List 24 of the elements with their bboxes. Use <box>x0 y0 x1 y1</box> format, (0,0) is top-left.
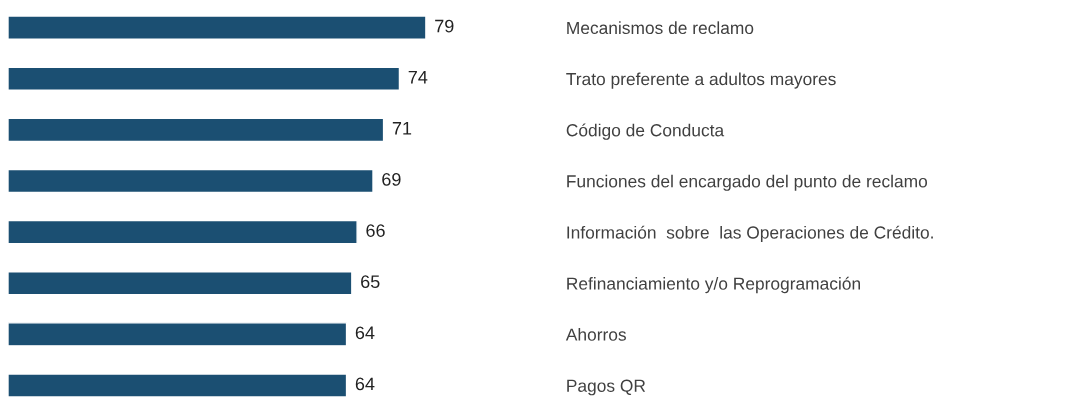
data-label: 65 <box>361 275 380 289</box>
bar <box>8 66 401 91</box>
y-tick-label: Trato preferente a adultos mayores <box>566 72 836 89</box>
data-label: 66 <box>366 224 385 237</box>
data-label: 69 <box>382 173 401 186</box>
bar <box>8 219 358 245</box>
y-tick-label: Información sobre las Operaciones de Crédito. <box>567 225 933 243</box>
y-tick-label: Código de Conducta <box>566 123 725 140</box>
y-tick-label: Pagos QR <box>567 379 646 396</box>
data-label: 74 <box>408 70 428 84</box>
data-label: 71 <box>392 122 412 135</box>
bar <box>8 373 348 398</box>
y-tick-label: Ahorros <box>565 328 626 341</box>
data-label: 64 <box>355 326 375 340</box>
data-label: 79 <box>435 19 454 33</box>
bar <box>8 15 427 40</box>
bar <box>8 168 374 194</box>
data-label: 64 <box>355 377 375 391</box>
y-tick-label: Funciones del encargado del punto de reclamo <box>567 174 928 191</box>
bar <box>8 322 348 347</box>
y-tick-label: Refinanciamiento y/o Reprogramación <box>567 276 860 294</box>
y-tick-label: Mecanismos de reclamo <box>567 21 754 35</box>
bar <box>8 271 353 296</box>
bar <box>8 117 385 143</box>
